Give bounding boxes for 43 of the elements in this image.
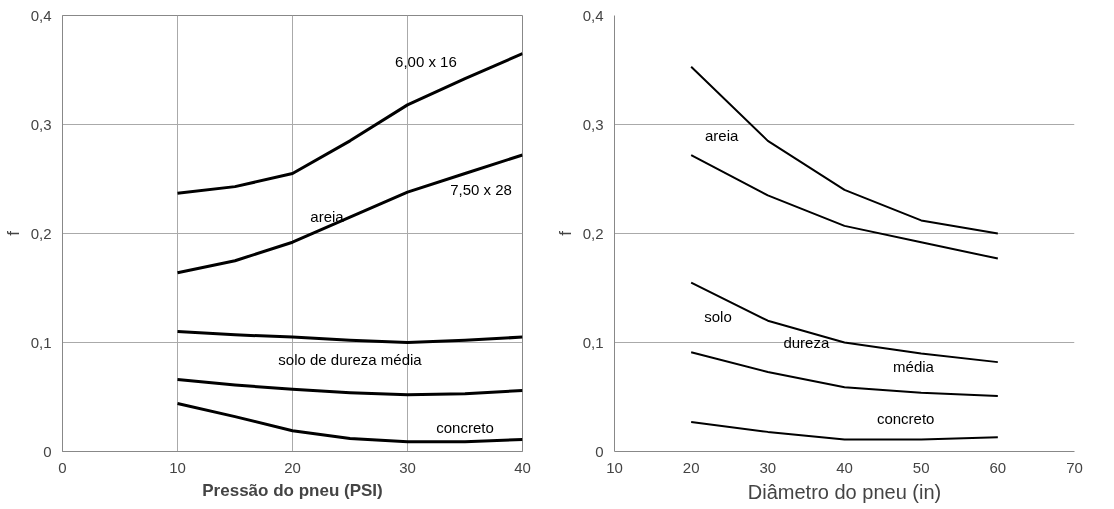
annotation: concreto <box>436 419 494 437</box>
y-axis-title: f <box>3 230 23 236</box>
line-series <box>690 65 999 235</box>
annotation: 7,50 x 28 <box>450 181 512 199</box>
x-tick-label: 70 <box>1066 458 1083 476</box>
x-axis-title: Pressão do pneu (PSI) <box>202 480 383 500</box>
annotation: solo <box>704 307 732 325</box>
x-tick-label: 20 <box>682 458 700 476</box>
y-tick-label: 0,1 <box>582 333 604 351</box>
x-tick-label: 0 <box>58 458 67 476</box>
x-tick-label: 30 <box>759 458 777 476</box>
annotation: solo de dureza média <box>278 351 423 369</box>
annotation: concreto <box>876 410 935 428</box>
y-tick-label: 0,1 <box>30 333 52 351</box>
line-series <box>176 378 523 397</box>
y-tick-label: 0,2 <box>30 224 52 242</box>
y-tick-label: 0,3 <box>582 115 604 133</box>
y-axis-title: f <box>555 230 575 236</box>
line-series <box>176 153 523 275</box>
y-tick-label: 0,4 <box>582 6 604 24</box>
x-tick-label: 20 <box>284 458 301 476</box>
x-tick-label: 30 <box>399 458 416 476</box>
line-series <box>690 351 999 397</box>
x-tick-label: 10 <box>606 458 623 476</box>
y-tick-label: 0,2 <box>582 224 604 242</box>
x-tick-label: 10 <box>169 458 186 476</box>
x-tick-label: 60 <box>989 458 1007 476</box>
y-tick-label: 0,3 <box>30 115 52 133</box>
y-tick-label: 0,4 <box>30 6 52 24</box>
x-tick-label: 40 <box>836 458 853 476</box>
annotation: média <box>893 357 935 375</box>
line-series <box>176 52 523 195</box>
line-series <box>176 330 523 344</box>
line-series <box>690 154 999 260</box>
line-series <box>176 402 523 444</box>
annotation: areia <box>705 126 740 144</box>
x-tick-label: 50 <box>912 458 930 476</box>
y-tick-label: 0 <box>43 442 52 460</box>
y-tick-label: 0 <box>595 442 604 460</box>
annotation: dureza <box>783 334 830 351</box>
x-tick-label: 40 <box>514 458 531 476</box>
annotation: 6,00 x 16 <box>395 52 457 70</box>
x-axis-title: Diâmetro do pneu (in) <box>747 480 942 503</box>
